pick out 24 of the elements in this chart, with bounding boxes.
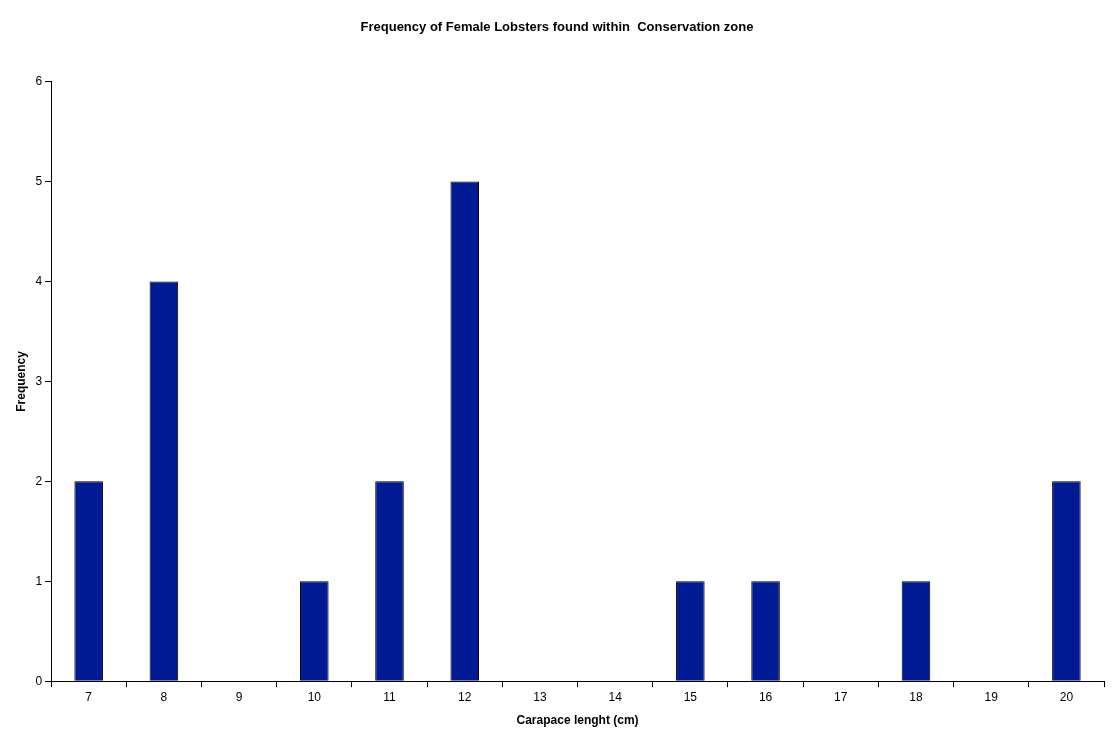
y-tick-label: 6	[35, 73, 43, 88]
x-tick-label: 14	[608, 689, 623, 704]
x-axis-title: Carapace lenght (cm)	[516, 713, 639, 728]
x-tick-label: 11	[383, 689, 397, 704]
y-tick-label: 3	[35, 373, 43, 388]
chart-title: Frequency of Female Lobsters found within Conservation zone	[360, 19, 754, 35]
y-tick-label: 2	[35, 473, 43, 488]
y-tick-label: 1	[35, 573, 43, 588]
x-tick-label: 10	[307, 689, 322, 704]
x-tick-label: 19	[984, 689, 999, 704]
x-tick-label: 16	[758, 689, 773, 704]
x-tick-label: 9	[235, 689, 243, 704]
x-tick-label: 15	[683, 689, 698, 704]
x-tick-label: 17	[834, 689, 848, 704]
x-tick-label: 13	[533, 689, 547, 704]
x-tick-label: 20	[1059, 689, 1074, 704]
x-tick-label: 18	[909, 689, 923, 704]
x-tick-label: 8	[160, 689, 168, 704]
x-tick-label: 12	[458, 689, 472, 704]
y-tick-label: 4	[35, 273, 43, 288]
x-tick-label: 7	[85, 689, 93, 704]
y-tick-label: 5	[35, 173, 43, 188]
y-tick-label: 0	[35, 673, 43, 688]
y-axis-title: Frequency	[13, 350, 28, 412]
